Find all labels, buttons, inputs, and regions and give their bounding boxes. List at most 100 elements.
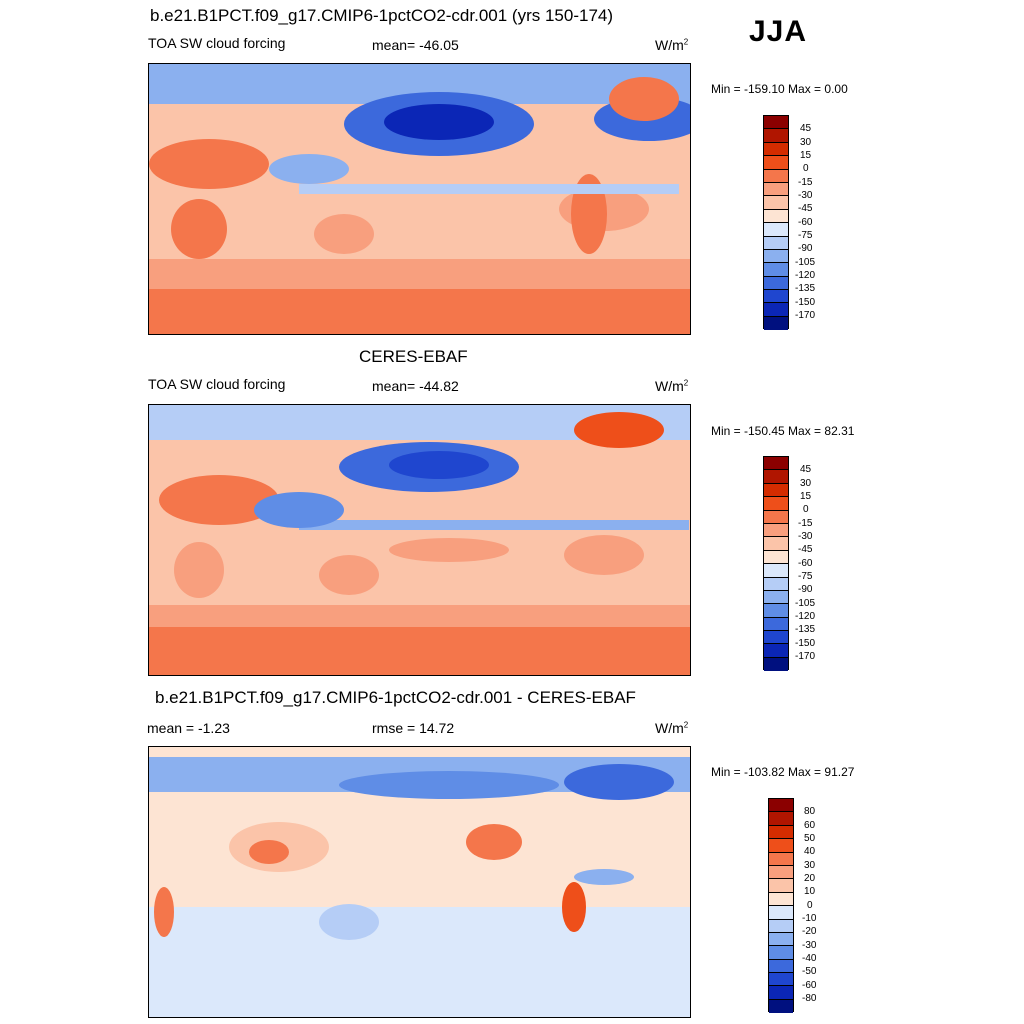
colorbar-1-tick: -90 [798,243,813,254]
panel-1-mean-label: mean= -46.05 [372,37,459,53]
colorbar-3-swatch [769,812,793,826]
colorbar-2-tick: -75 [798,571,813,582]
colorbar-2-tick: 45 [800,464,812,475]
colorbar-2-tick: 15 [800,491,812,502]
colorbar-1-tick: -120 [795,270,816,281]
colorbar-2-swatch [764,483,788,498]
colorbar-2-tick: -90 [798,584,813,595]
colorbar-1-swatch [764,116,788,130]
panel-3-map-canvas [149,747,690,1017]
colorbar-3-tick: -20 [802,926,817,937]
colorbar-3-tick: -30 [802,940,817,951]
colorbar-1-swatch [764,276,788,291]
colorbar-3-swatch [769,852,793,866]
panel-3-title: b.e21.B1PCT.f09_g17.CMIP6-1pctCO2-cdr.00… [155,688,636,707]
colorbar-1-swatch [764,316,788,331]
colorbar-2-tick: -30 [798,531,813,542]
colorbar-2-swatch [764,497,788,511]
colorbar-3-swatch [769,906,793,920]
colorbar-1-tick: -45 [798,203,813,214]
colorbar-1-swatch [764,156,788,170]
season-label: JJA [749,15,808,48]
colorbar-2-swatch [764,564,788,578]
colorbar-3-tick: 10 [804,886,816,897]
colorbar-1-tick: -60 [798,217,813,228]
colorbar-2-swatch [764,657,788,672]
colorbar-2-tick: -105 [795,598,816,609]
colorbar-2-swatch [764,631,788,645]
colorbar-1-tick: 45 [800,123,812,134]
panel-1-map-canvas [149,64,690,334]
panel-1-map [148,63,691,335]
colorbar-1-swatch [764,290,788,304]
colorbar-2-swatch [764,644,788,658]
colorbar-2-swatch [764,590,788,605]
colorbar-2-tick: 0 [803,504,809,515]
panel-1-title: b.e21.B1PCT.f09_g17.CMIP6-1pctCO2-cdr.00… [150,6,614,25]
colorbar-2-swatch [764,510,788,524]
colorbar-2-tick: -150 [795,638,816,649]
panel-1-variable-label: TOA SW cloud forcing [148,35,286,51]
panel-2-units: W/m2 [655,378,689,394]
colorbar-2-swatch [764,537,788,551]
colorbar-3-swatch [769,999,793,1014]
panel-2-colorbar [763,456,789,672]
panel-1-units: W/m2 [655,37,689,53]
colorbar-1-swatch [764,142,788,157]
colorbar-3-swatch [769,799,793,813]
colorbar-2-tick: -135 [795,624,816,635]
colorbar-1-tick: -15 [798,177,813,188]
colorbar-3-swatch [769,946,793,960]
colorbar-1-swatch [764,263,788,277]
colorbar-3-tick: -10 [802,913,817,924]
colorbar-1-swatch [764,129,788,143]
colorbar-1-swatch [764,169,788,183]
colorbar-2-swatch [764,577,788,591]
panel-3-mean-label: mean = -1.23 [147,720,230,736]
colorbar-1-swatch [764,236,788,250]
colorbar-3-swatch [769,973,793,987]
colorbar-3-swatch [769,919,793,933]
colorbar-1-tick: 0 [803,163,809,174]
colorbar-2-swatch [764,604,788,618]
colorbar-2-tick: -170 [795,651,816,662]
panel-3-colorbar [768,798,794,1014]
panel-2-map-canvas [149,405,690,675]
colorbar-2-swatch [764,550,788,565]
panel-3-rmse-label: rmse = 14.72 [372,720,455,736]
colorbar-3-tick: 20 [804,873,816,884]
colorbar-2-tick: 30 [800,478,812,489]
colorbar-3-tick: 30 [804,860,816,871]
colorbar-3-tick: 50 [804,833,816,844]
colorbar-2-swatch [764,470,788,484]
colorbar-3-swatch [769,959,793,974]
colorbar-3-swatch [769,825,793,840]
colorbar-3-swatch [769,839,793,853]
panel-2-mean-label: mean= -44.82 [372,378,459,394]
colorbar-1-tick: -75 [798,230,813,241]
colorbar-2-tick: -45 [798,544,813,555]
panel-3-minmax: Min = -103.82 Max = 91.27 [711,765,855,779]
colorbar-3-swatch [769,932,793,947]
colorbar-3-swatch [769,865,793,880]
colorbar-3-tick: 80 [804,806,816,817]
colorbar-3-tick: -60 [802,980,817,991]
panel-2-minmax: Min = -150.45 Max = 82.31 [711,424,855,438]
panel-1-colorbar [763,115,789,331]
colorbar-1-swatch [764,223,788,237]
colorbar-3-tick: -50 [802,966,817,977]
colorbar-3-swatch [769,892,793,907]
colorbar-1-swatch [764,209,788,224]
colorbar-1-tick: -30 [798,190,813,201]
colorbar-3-swatch [769,879,793,893]
colorbar-2-swatch [764,457,788,471]
colorbar-1-swatch [764,196,788,210]
colorbar-3-tick: 40 [804,846,816,857]
colorbar-1-tick: 30 [800,137,812,148]
colorbar-3-tick: -80 [802,993,817,1004]
colorbar-2-tick: -15 [798,518,813,529]
panel-2-title: CERES-EBAF [359,347,468,366]
colorbar-1-tick: -150 [795,297,816,308]
colorbar-1-tick: -105 [795,257,816,268]
colorbar-3-tick: 60 [804,820,816,831]
